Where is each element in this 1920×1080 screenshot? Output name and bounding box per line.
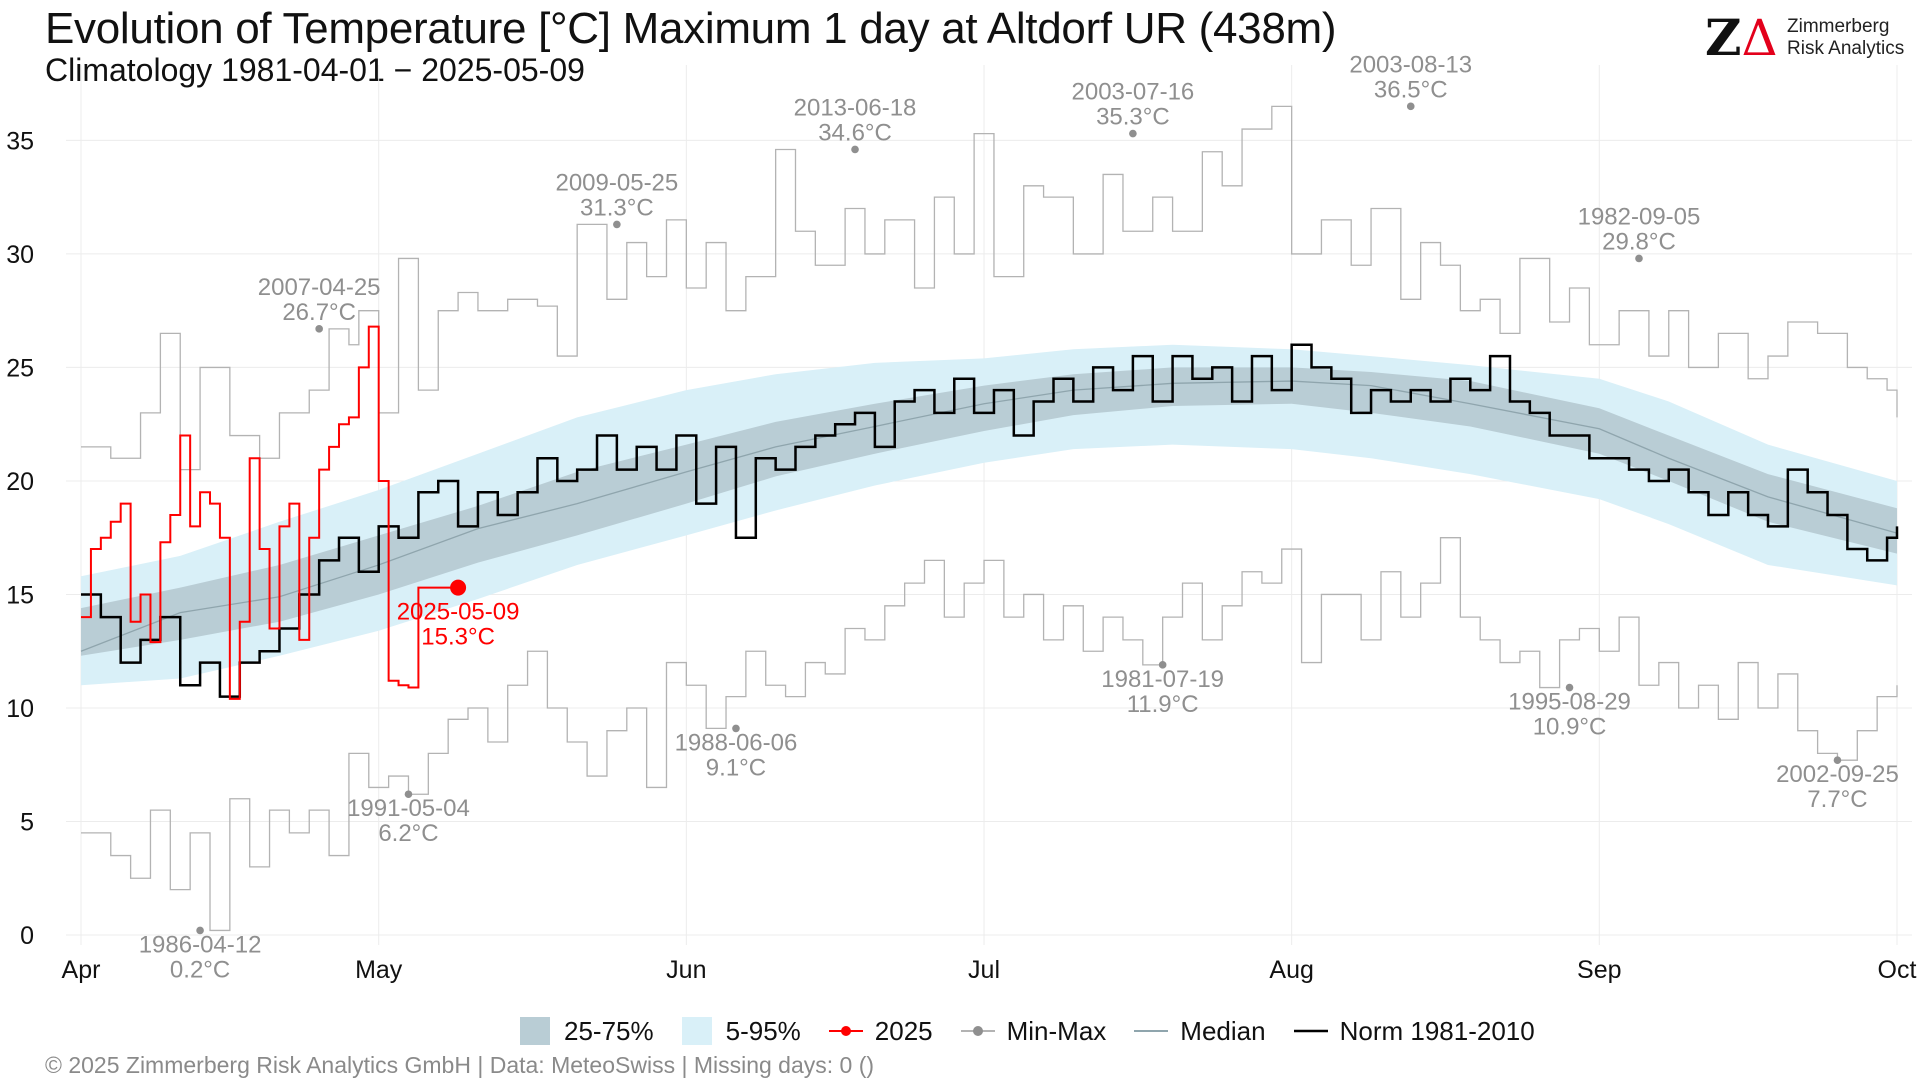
record-value-label: 6.2°C bbox=[378, 820, 438, 847]
record-value-label: 10.9°C bbox=[1533, 714, 1607, 741]
x-tick-label-jun: Jun bbox=[666, 956, 706, 984]
record-point-2003-08-13 bbox=[1406, 102, 1415, 111]
series-lines bbox=[80, 105, 1899, 932]
legend-swatch-25-75 bbox=[520, 1017, 550, 1045]
record-date-label: 2002-09-25 bbox=[1776, 761, 1899, 788]
logo-mark: ZΔ bbox=[1705, 8, 1778, 67]
record-point-1981-07-19 bbox=[1158, 661, 1167, 669]
series-max-line bbox=[81, 105, 1898, 471]
record-point-2003-07-16 bbox=[1129, 129, 1137, 138]
legend-swatch-norm bbox=[1293, 1029, 1328, 1033]
legend-label-median: Median bbox=[1180, 1015, 1266, 1046]
record-date-label: 1991-05-04 bbox=[347, 795, 470, 822]
y-tick-label-10: 10 bbox=[6, 695, 34, 723]
x-tick-label-apr: Apr bbox=[62, 956, 101, 984]
record-date-label: 2013-06-18 bbox=[794, 94, 917, 121]
band-25-75 bbox=[81, 367, 1897, 656]
chart-title: Evolution of Temperature [°C] Maximum 1 … bbox=[45, 4, 1337, 53]
y-tick-label-20: 20 bbox=[6, 468, 34, 496]
legend-swatch-minmax bbox=[960, 1026, 995, 1036]
legend-label-25-75: 25-75% bbox=[564, 1015, 654, 1046]
y-tick-label-25: 25 bbox=[6, 354, 34, 382]
record-point-1982-09-05 bbox=[1635, 254, 1643, 263]
legend-item-2025: 2025 bbox=[828, 1015, 933, 1047]
legend-item-minmax: Min-Max bbox=[960, 1015, 1107, 1047]
x-tick-label-may: May bbox=[355, 956, 403, 984]
y-tick-label-5: 5 bbox=[20, 808, 34, 836]
record-value-label: 36.5°C bbox=[1374, 76, 1448, 103]
legend-item-25-75: 25-75% bbox=[520, 1016, 654, 1047]
y-tick-label-15: 15 bbox=[6, 581, 34, 609]
legend-label-minmax: Min-Max bbox=[1006, 1015, 1107, 1046]
x-tick-label-aug: Aug bbox=[1269, 956, 1313, 984]
legend-label-5-95: 5-95% bbox=[725, 1015, 801, 1046]
record-date-label: 2009-05-25 bbox=[555, 169, 678, 196]
record-date-label: 1995-08-29 bbox=[1508, 689, 1631, 716]
record-point-2009-05-25 bbox=[613, 220, 621, 229]
record-value-label: 34.6°C bbox=[818, 119, 892, 146]
record-point-2002-09-25 bbox=[1833, 756, 1842, 764]
record-value-label: 35.3°C bbox=[1096, 104, 1170, 131]
legend-swatch-median bbox=[1134, 1030, 1169, 1032]
legend-swatch-2025 bbox=[828, 1026, 863, 1036]
record-value-label: 31.3°C bbox=[580, 194, 654, 221]
y-tick-label-0: 0 bbox=[20, 922, 34, 950]
legend-label-2025: 2025 bbox=[874, 1015, 933, 1046]
logo-line-2: Risk Analytics bbox=[1787, 38, 1905, 59]
logo-line-1: Zimmerberg bbox=[1787, 16, 1890, 37]
record-point-2013-06-18 bbox=[851, 145, 859, 154]
axes: 0 5 10 15 20 25 30 35 Apr May Jun Jul Aug Sep Oct bbox=[6, 127, 1916, 984]
bands bbox=[81, 344, 1897, 686]
legend-item-median: Median bbox=[1134, 1015, 1266, 1047]
record-value-label: 26.7°C bbox=[282, 299, 356, 326]
x-tick-label-oct: Oct bbox=[1878, 956, 1917, 984]
record-date-label: 2007-04-25 bbox=[258, 274, 381, 301]
record-value-label: 11.9°C bbox=[1127, 691, 1199, 718]
chart-subtitle: Climatology 1981-04-01 − 2025-05-09 bbox=[45, 52, 585, 88]
record-point-1991-05-04 bbox=[404, 790, 413, 799]
current-value-label: 15.3°C bbox=[421, 624, 495, 651]
record-point-1988-06-06 bbox=[732, 724, 740, 733]
record-point-1986-04-12 bbox=[196, 926, 204, 935]
record-value-label: 0.2°C bbox=[170, 956, 230, 983]
legend-label-norm: Norm 1981-2010 bbox=[1339, 1015, 1535, 1046]
company-logo: ZΔ Zimmerberg Risk Analytics bbox=[1705, 8, 1905, 70]
y-tick-label-35: 35 bbox=[6, 127, 34, 155]
logo-mark-z: Z bbox=[1705, 8, 1742, 67]
x-tick-label-sep: Sep bbox=[1577, 956, 1621, 984]
record-date-label: 2003-08-13 bbox=[1349, 51, 1472, 78]
legend-item-norm: Norm 1981-2010 bbox=[1293, 1015, 1535, 1047]
footer-credits: © 2025 Zimmerberg Risk Analytics GmbH | … bbox=[45, 1052, 875, 1078]
record-point-1995-08-29 bbox=[1565, 683, 1574, 692]
series-2025-line bbox=[81, 325, 459, 700]
record-value-label: 9.1°C bbox=[706, 754, 766, 781]
series-min-line bbox=[81, 537, 1898, 932]
logo-name: Zimmerberg Risk Analytics bbox=[1787, 16, 1904, 60]
record-value-label: 29.8°C bbox=[1602, 228, 1676, 255]
record-date-label: 1986-04-12 bbox=[139, 931, 262, 958]
current-date-label: 2025-05-09 bbox=[397, 599, 520, 626]
current-point bbox=[450, 579, 467, 596]
x-tick-label-jul: Jul bbox=[968, 956, 1000, 984]
record-date-label: 2003-07-16 bbox=[1072, 79, 1195, 106]
legend-swatch-5-95 bbox=[681, 1017, 712, 1045]
series-norm-line bbox=[81, 343, 1899, 698]
record-date-label: 1988-06-06 bbox=[675, 729, 798, 756]
legend: 25-75% 5-95% 2025 Min-Max Median Norm 19… bbox=[520, 1014, 1563, 1048]
logo-mark-delta: Δ bbox=[1741, 9, 1778, 67]
legend-item-5-95: 5-95% bbox=[681, 1015, 801, 1047]
record-date-label: 1981-07-19 bbox=[1101, 666, 1224, 693]
record-date-label: 1982-09-05 bbox=[1578, 203, 1701, 230]
y-tick-label-30: 30 bbox=[6, 241, 34, 269]
band-5-95 bbox=[81, 344, 1897, 686]
record-value-label: 7.7°C bbox=[1807, 786, 1867, 813]
record-point-2007-04-25 bbox=[315, 325, 323, 333]
